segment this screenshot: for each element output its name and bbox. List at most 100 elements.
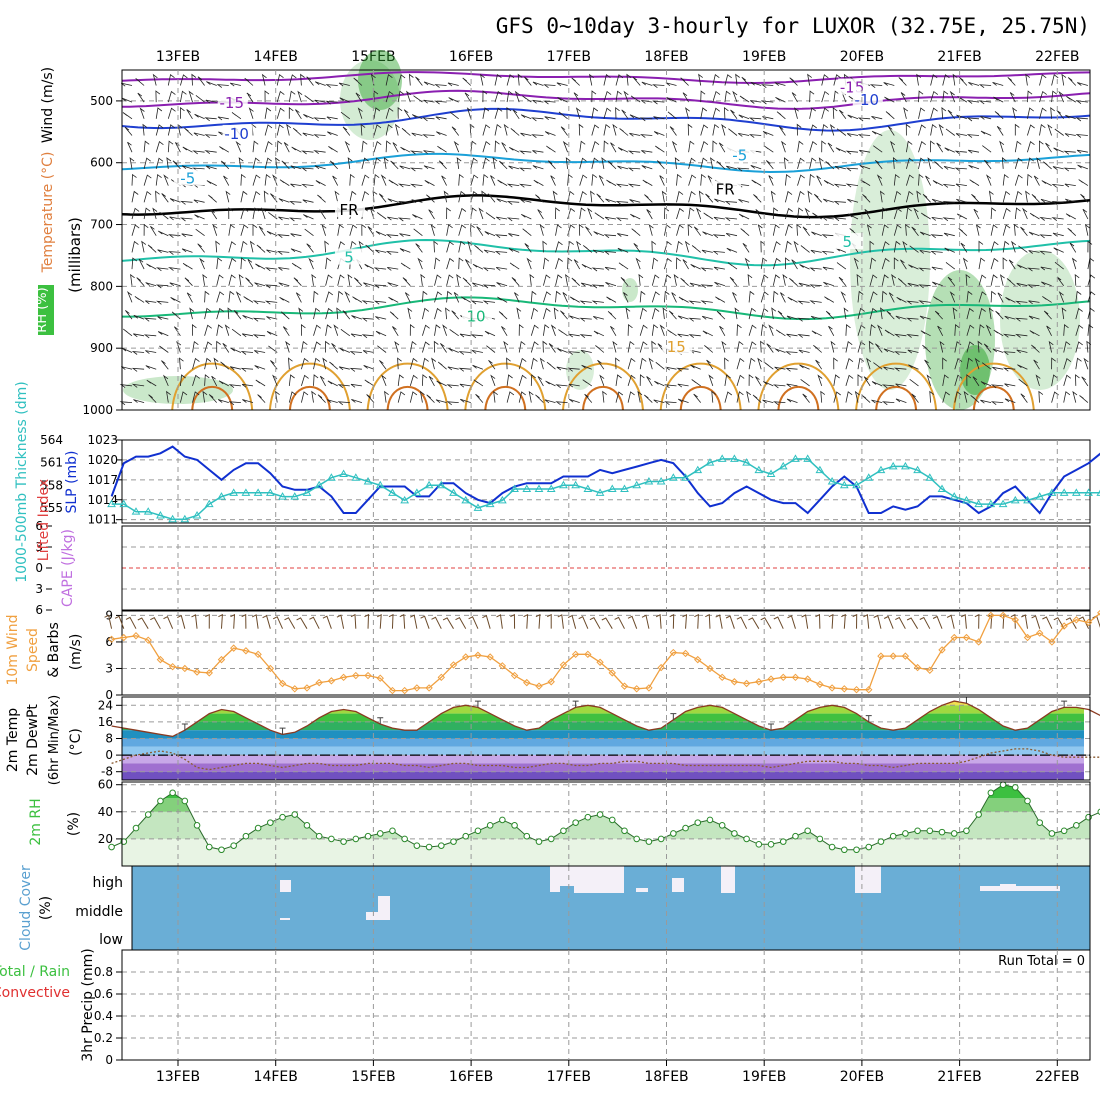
li-axis-label: Lifted Index <box>36 479 52 561</box>
contour-label: -5 <box>180 169 195 187</box>
wind10m-barb <box>919 616 931 629</box>
wind-barb <box>384 390 389 403</box>
rh2m-point <box>572 819 579 826</box>
wind-barb <box>409 324 415 336</box>
cloud-clear-patch <box>280 880 291 892</box>
wind10m-point <box>620 682 629 690</box>
wind-barb <box>952 307 958 320</box>
temp-band <box>122 713 1084 722</box>
wind-barb <box>142 123 148 136</box>
wind10m-point <box>755 678 763 686</box>
wind-barb <box>397 217 411 222</box>
wind-barb <box>568 315 580 320</box>
wind-barb <box>556 82 568 87</box>
wind-barb <box>373 124 382 136</box>
wind-barb <box>1043 161 1052 170</box>
wind-barb <box>143 174 152 186</box>
wind-barb <box>466 107 472 119</box>
wind-barb <box>980 399 992 404</box>
wind10m-barb <box>482 614 491 629</box>
wind-barb <box>818 157 824 169</box>
wind-barb <box>706 359 714 370</box>
wind10m-point <box>120 633 128 642</box>
wind-barb <box>869 257 877 270</box>
wind-barb <box>736 374 745 387</box>
wind-barb <box>188 90 194 103</box>
wind-barb <box>449 111 459 120</box>
wind-barb <box>905 223 910 236</box>
wind-barb <box>400 262 411 270</box>
wind-barb <box>442 324 448 336</box>
wind-barb <box>652 84 665 89</box>
wind-barb <box>555 290 561 303</box>
wind-barb <box>579 174 588 186</box>
wind-barb <box>671 292 677 303</box>
wind-barb <box>373 300 387 305</box>
wind-barb <box>124 126 133 136</box>
wind-barb <box>229 82 241 87</box>
wind-barb <box>476 226 484 236</box>
wind-barb <box>426 194 435 203</box>
wind-barb <box>821 123 828 136</box>
wind10m-point <box>694 655 702 664</box>
wind-barb <box>139 107 145 119</box>
wind-barb <box>635 257 641 270</box>
wind-barb <box>797 300 810 305</box>
wind-barb <box>458 257 464 270</box>
wind-barb <box>138 258 145 270</box>
precip-tick-label: 0.2 <box>94 1031 113 1045</box>
wind-barb <box>762 131 774 136</box>
thickness-point <box>339 469 348 477</box>
wind-barb <box>465 259 472 270</box>
wind-barb <box>270 193 278 203</box>
wind-barb <box>494 140 500 153</box>
wind-barb <box>288 391 297 403</box>
rh2m-point <box>450 838 457 845</box>
wind-barb <box>700 124 709 136</box>
wind-barb <box>159 211 169 220</box>
rh2m-point <box>547 835 555 843</box>
wind-barb <box>242 315 254 320</box>
wind-barb <box>999 274 1005 286</box>
wind-barb <box>202 390 208 403</box>
pressure-tick-label: 1000 <box>82 403 113 417</box>
wind-barb <box>168 234 181 239</box>
wind-barb <box>671 140 677 153</box>
wind-barb <box>251 123 257 136</box>
wind-barb <box>990 290 996 303</box>
wind-barb <box>1027 141 1035 153</box>
wind-barb <box>1051 183 1064 188</box>
wind-barb <box>530 290 537 303</box>
wind-barb <box>397 183 411 188</box>
wind-barb <box>516 307 522 320</box>
wind-barb <box>303 114 314 120</box>
slp-tick-label: 1017 <box>87 473 118 487</box>
wind-barb <box>478 207 484 220</box>
wind-barb <box>653 399 665 404</box>
thickness-point <box>461 495 471 504</box>
wind-barb <box>349 190 357 203</box>
wind-barb <box>576 240 582 253</box>
wind-barb <box>361 174 370 186</box>
contour-plus20 <box>875 385 918 411</box>
wind-barb <box>288 74 297 86</box>
thickness-point <box>449 488 458 496</box>
wind-barb <box>518 374 527 387</box>
wind-barb <box>182 146 193 153</box>
wind-barb <box>470 140 477 153</box>
wind-barb <box>918 141 926 153</box>
wind-barb <box>437 361 447 370</box>
wind-barb <box>869 240 875 253</box>
wind-barb <box>263 190 269 203</box>
wind-barb <box>903 107 909 119</box>
wind-barb <box>286 123 292 136</box>
wind-barb <box>846 133 859 137</box>
wind-barb <box>782 274 788 286</box>
wind-barb <box>446 384 459 389</box>
wind10m-barb <box>841 613 846 629</box>
wind-barb <box>397 90 405 103</box>
wind-barb <box>470 207 477 220</box>
wind-barb <box>863 376 871 387</box>
wind-barb <box>678 296 689 303</box>
